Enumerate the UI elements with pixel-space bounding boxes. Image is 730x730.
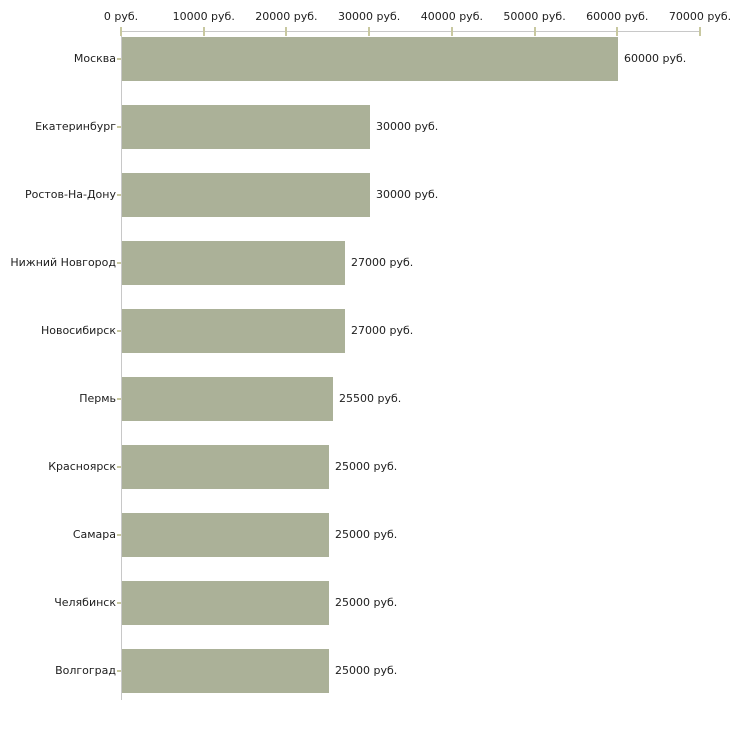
category-label: Нижний Новгород (10, 256, 116, 269)
bar-10 (122, 649, 329, 693)
category-label: Самара (72, 528, 116, 541)
x-axis-tick-label: 10000 руб. (172, 10, 235, 23)
category-label: Волгоград (55, 664, 116, 677)
bar-6 (122, 377, 333, 421)
x-axis-tick-mark (699, 27, 701, 36)
category-tick-mark (117, 670, 121, 672)
category-tick-mark (117, 126, 121, 128)
value-label: 27000 руб. (351, 324, 414, 337)
value-label: 25000 руб. (335, 460, 398, 473)
x-axis-tick-label: 50000 руб. (503, 10, 566, 23)
x-axis-tick-label: 40000 руб. (420, 10, 483, 23)
value-label: 30000 руб. (376, 188, 439, 201)
category-tick-mark (117, 194, 121, 196)
x-axis-tick-mark (120, 27, 122, 36)
category-label: Екатеринбург (35, 120, 116, 133)
category-tick-mark (117, 58, 121, 60)
category-tick-mark (117, 534, 121, 536)
value-label: 25500 руб. (339, 392, 402, 405)
category-label: Новосибирск (40, 324, 116, 337)
x-axis-tick-mark (285, 27, 288, 36)
x-axis-tick-mark (202, 27, 205, 36)
category-tick-mark (117, 466, 121, 468)
x-axis-tick-label: 30000 руб. (338, 10, 401, 23)
bar-1 (122, 37, 618, 81)
value-label: 25000 руб. (335, 664, 398, 677)
bar-9 (122, 581, 329, 625)
x-axis-line (121, 31, 701, 32)
bar-3 (122, 173, 370, 217)
value-label: 60000 руб. (624, 52, 687, 65)
bar-7 (122, 445, 329, 489)
x-axis-tick-mark (616, 27, 619, 36)
bar-4 (122, 241, 345, 285)
category-label: Ростов-На-Дону (24, 188, 116, 201)
x-axis-tick-label: 20000 руб. (255, 10, 318, 23)
x-axis-tick-mark (533, 27, 536, 36)
category-label: Пермь (79, 392, 116, 405)
value-label: 25000 руб. (335, 596, 398, 609)
x-axis-tick-mark (368, 27, 371, 36)
value-label: 27000 руб. (351, 256, 414, 269)
x-axis-tick-label: 60000 руб. (586, 10, 649, 23)
x-axis-tick-label: 70000 руб. (668, 10, 730, 23)
category-label: Москва (73, 52, 116, 65)
x-axis-tick-mark (450, 27, 453, 36)
category-tick-mark (117, 602, 121, 604)
category-tick-mark (117, 330, 121, 332)
category-label: Красноярск (48, 460, 116, 473)
category-label: Челябинск (54, 596, 116, 609)
bar-8 (122, 513, 329, 557)
x-axis-tick-label: 0 руб. (103, 10, 139, 23)
bar-2 (122, 105, 370, 149)
bar-5 (122, 309, 345, 353)
category-tick-mark (117, 398, 121, 400)
value-label: 25000 руб. (335, 528, 398, 541)
category-tick-mark (117, 262, 121, 264)
y-axis-line (121, 31, 122, 700)
value-label: 30000 руб. (376, 120, 439, 133)
